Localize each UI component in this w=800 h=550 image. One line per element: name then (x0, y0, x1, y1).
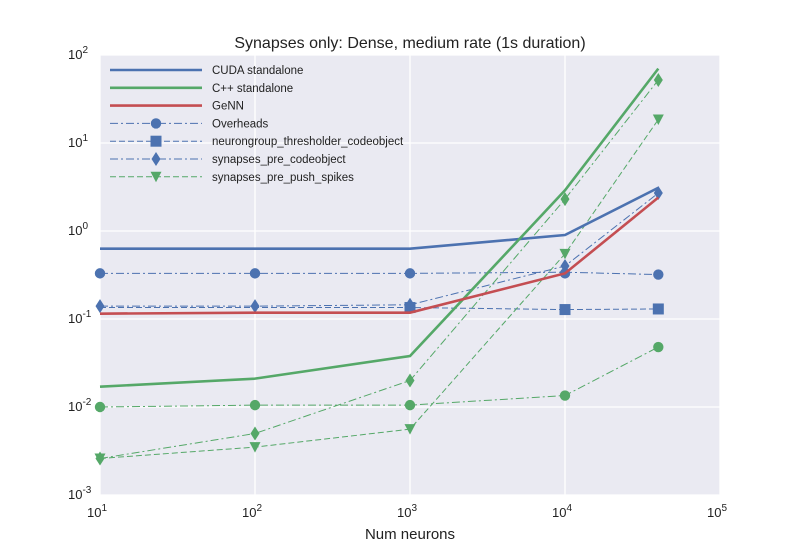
data-point-overheads (653, 341, 664, 353)
data-point-overheads (249, 399, 261, 411)
series-line-genn (99, 196, 660, 315)
data-point-overheads (559, 390, 571, 401)
x-tick-label: 102 (242, 503, 262, 520)
data-point-synapses-pre-push-spikes (652, 114, 664, 125)
data-point-synapses-pre-push-spikes (249, 442, 261, 453)
data-point-overheads (404, 268, 416, 279)
data-point-synapses-pre-codeobject (560, 192, 570, 207)
data-point-synapses-pre-codeobject (653, 72, 663, 87)
data-point-overheads (249, 268, 261, 279)
chart-title: Synapses only: Dense, medium rate (1s du… (234, 35, 585, 52)
legend-marker-synapses-pre-codeobject (151, 152, 161, 166)
legend-label: neurongroup_thresholder_codeobject (212, 136, 404, 148)
y-tick-label: 100 (68, 221, 88, 238)
y-tick-label: 10-3 (68, 485, 92, 502)
tick-labels: 101 102 103 104 105 10-3 10-2 10-1 100 101 102 (68, 45, 727, 520)
data-point-synapses-pre-codeobject (250, 426, 260, 441)
series-line-c-standalone (99, 67, 660, 389)
data-point-neurongroup-thresholder-codeobject (652, 303, 664, 315)
data-point-synapses-pre-codeobject (560, 259, 570, 274)
legend-label: synapses_pre_push_spikes (212, 172, 354, 184)
y-tick-label: 10-1 (68, 309, 92, 326)
x-axis-label: Num neurons (365, 526, 455, 543)
x-tick-label: 103 (397, 503, 417, 520)
y-tick-label: 101 (68, 133, 88, 150)
data-point-synapses-pre-codeobject (250, 299, 260, 314)
x-tick-label: 101 (87, 503, 107, 520)
data-point-synapses-pre-codeobject (405, 373, 415, 388)
data-point-overheads (404, 399, 416, 411)
legend-marker-overheads (150, 118, 162, 129)
legend-marker-synapses-pre-push-spikes (150, 171, 162, 183)
y-tick-label: 10-2 (68, 397, 92, 414)
data-point-overheads (653, 269, 664, 280)
legend-label: CUDA standalone (212, 65, 303, 77)
data-point-synapses-pre-push-spikes (559, 248, 571, 260)
legend-label: synapses_pre_codeobject (212, 154, 346, 166)
data-point-neurongroup-thresholder-codeobject (559, 304, 571, 316)
x-tick-label: 104 (552, 503, 572, 520)
data-point-synapses-pre-codeobject (95, 299, 105, 314)
y-tick-label: 102 (68, 45, 88, 62)
data-point-overheads (94, 401, 106, 413)
x-tick-label: 105 (707, 503, 727, 520)
series-layer (94, 67, 664, 466)
legend: CUDA standalone C++ standalone GeNN Overhea… (110, 65, 404, 184)
legend-label: C++ standalone (212, 83, 293, 95)
legend-label: GeNN (212, 101, 244, 113)
data-point-overheads (94, 268, 106, 279)
data-point-synapses-pre-push-spikes (94, 453, 106, 464)
data-point-synapses-pre-push-spikes (404, 424, 416, 435)
data-point-synapses-pre-codeobject (405, 297, 415, 312)
legend-marker-neurongroup-thresholder-codeobject (150, 135, 162, 147)
legend-label: Overheads (212, 118, 269, 130)
series-line-cuda-standalone (100, 186, 659, 250)
